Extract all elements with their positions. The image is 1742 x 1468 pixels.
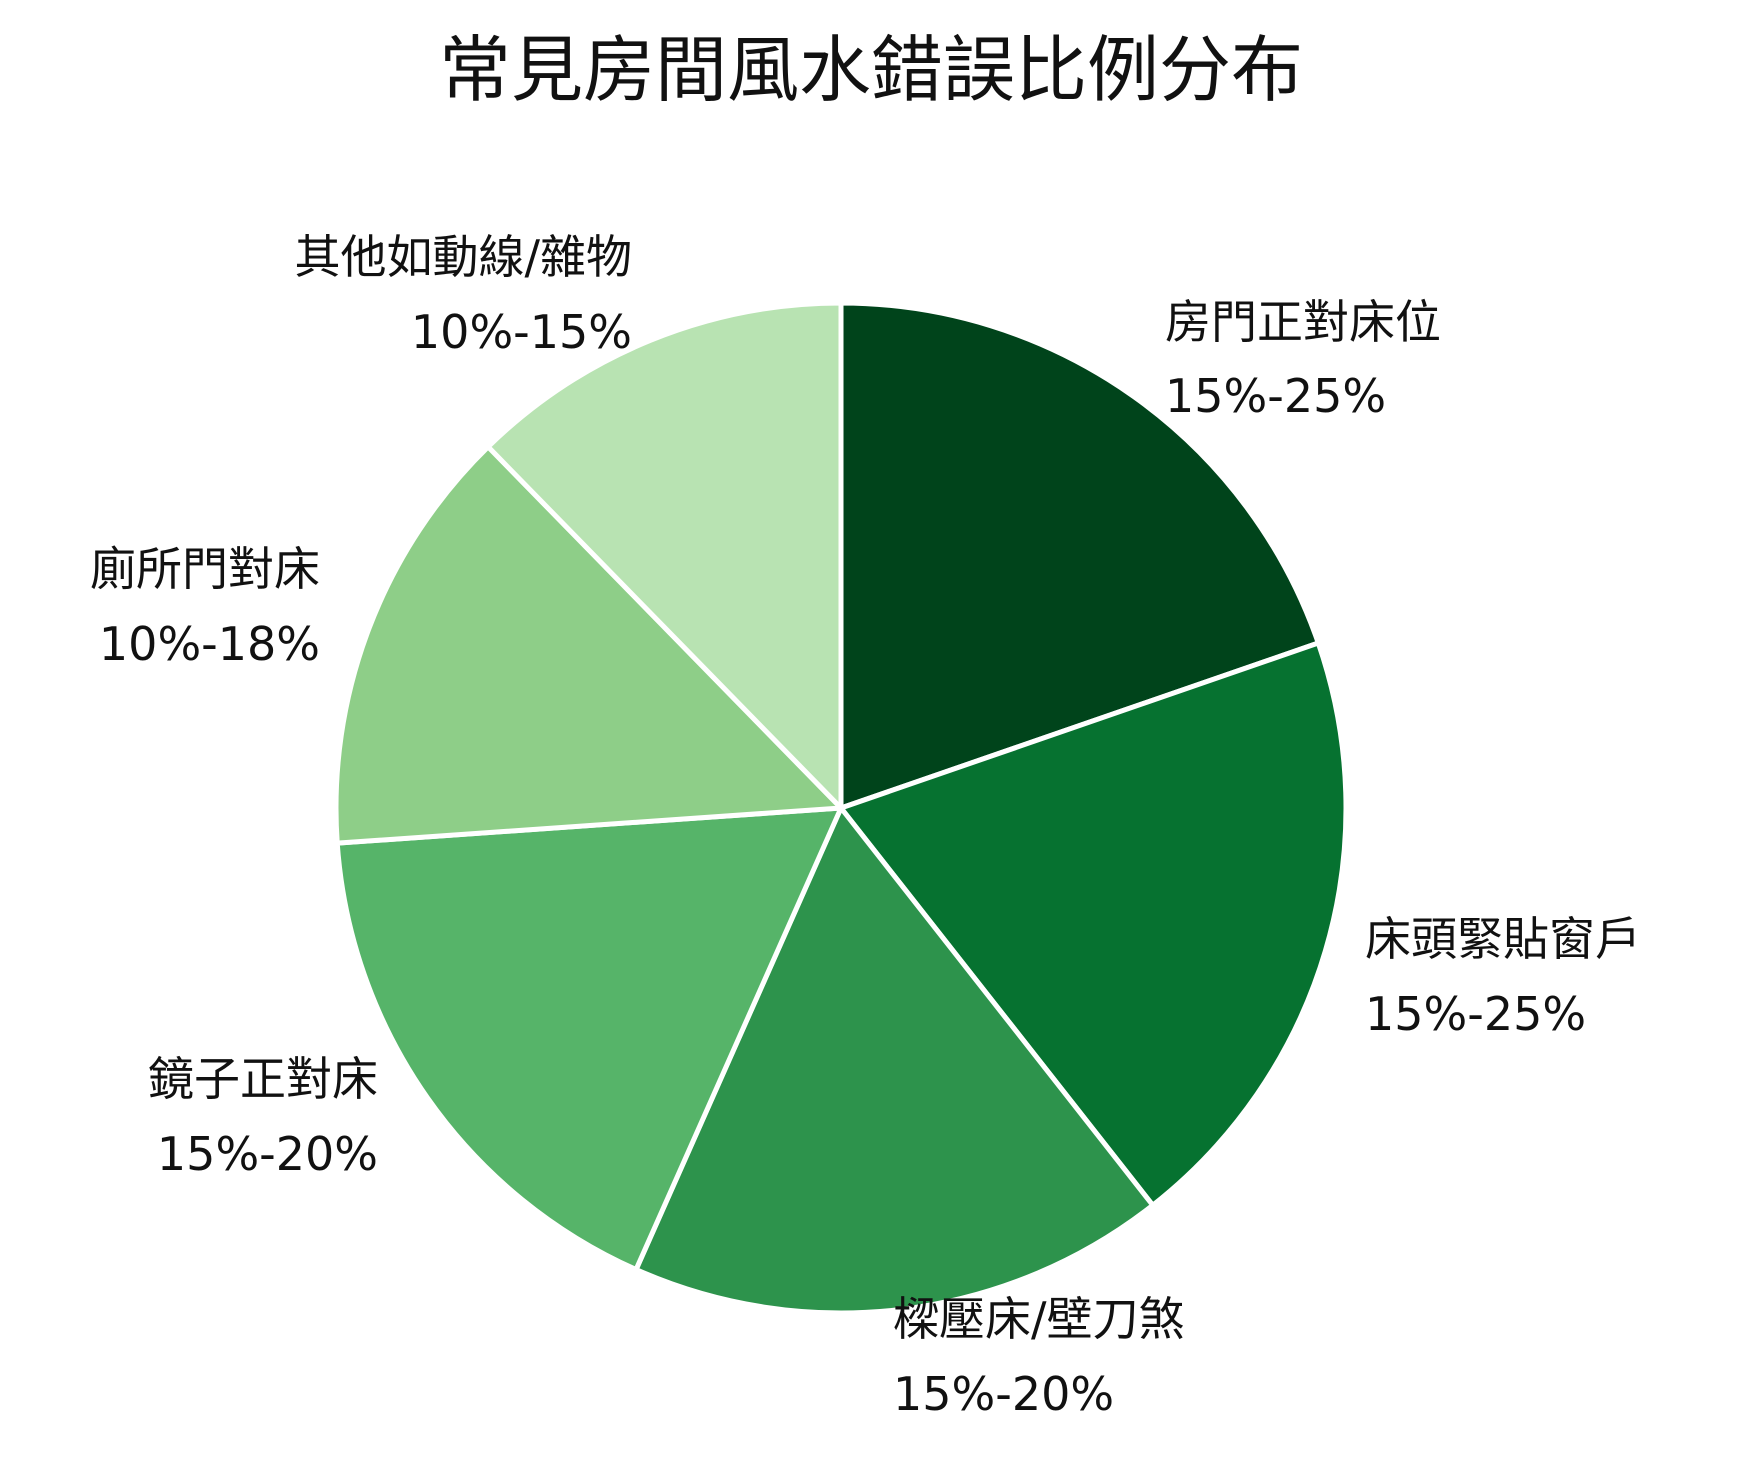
slice-label-range: 15%-20%	[893, 1367, 1114, 1421]
slice-label-range: 15%-25%	[1165, 369, 1386, 423]
slice-label-range: 10%-18%	[99, 617, 320, 671]
slice-label-3: 鏡子正對床 15%-20%	[148, 1052, 378, 1181]
chart-title: 常見房間風水錯誤比例分布	[439, 28, 1303, 112]
slice-label-name: 床頭緊貼窗戶	[1365, 912, 1641, 966]
pie-slice-2	[633, 805, 1156, 1316]
pie-slice-1	[838, 640, 1349, 1208]
slice-label-0: 房門正對床位 15%-25%	[1165, 295, 1441, 423]
slice-label-name: 廁所門對床	[90, 542, 320, 596]
slice-label-range: 15%-20%	[157, 1127, 378, 1181]
slice-label-name: 其他如動線/雜物	[295, 230, 633, 284]
slice-label-range: 15%-25%	[1365, 987, 1586, 1041]
pie-slice-5	[485, 300, 844, 811]
pie-slice-3	[334, 805, 844, 1273]
slice-label-range: 10%-15%	[411, 305, 632, 359]
pie-slice-4	[333, 444, 844, 846]
slice-label-name: 樑壓床/壁刀煞	[893, 1292, 1185, 1346]
slice-label-2: 樑壓床/壁刀煞 15%-20%	[893, 1292, 1185, 1421]
slice-label-5: 其他如動線/雜物 10%-15%	[295, 230, 633, 359]
slice-label-name: 鏡子正對床	[148, 1052, 378, 1106]
slice-label-4: 廁所門對床 10%-18%	[90, 542, 320, 671]
slice-label-name: 房門正對床位	[1165, 295, 1441, 349]
slice-label-1: 床頭緊貼窗戶 15%-25%	[1365, 912, 1641, 1041]
pie-slices	[333, 300, 1349, 1316]
